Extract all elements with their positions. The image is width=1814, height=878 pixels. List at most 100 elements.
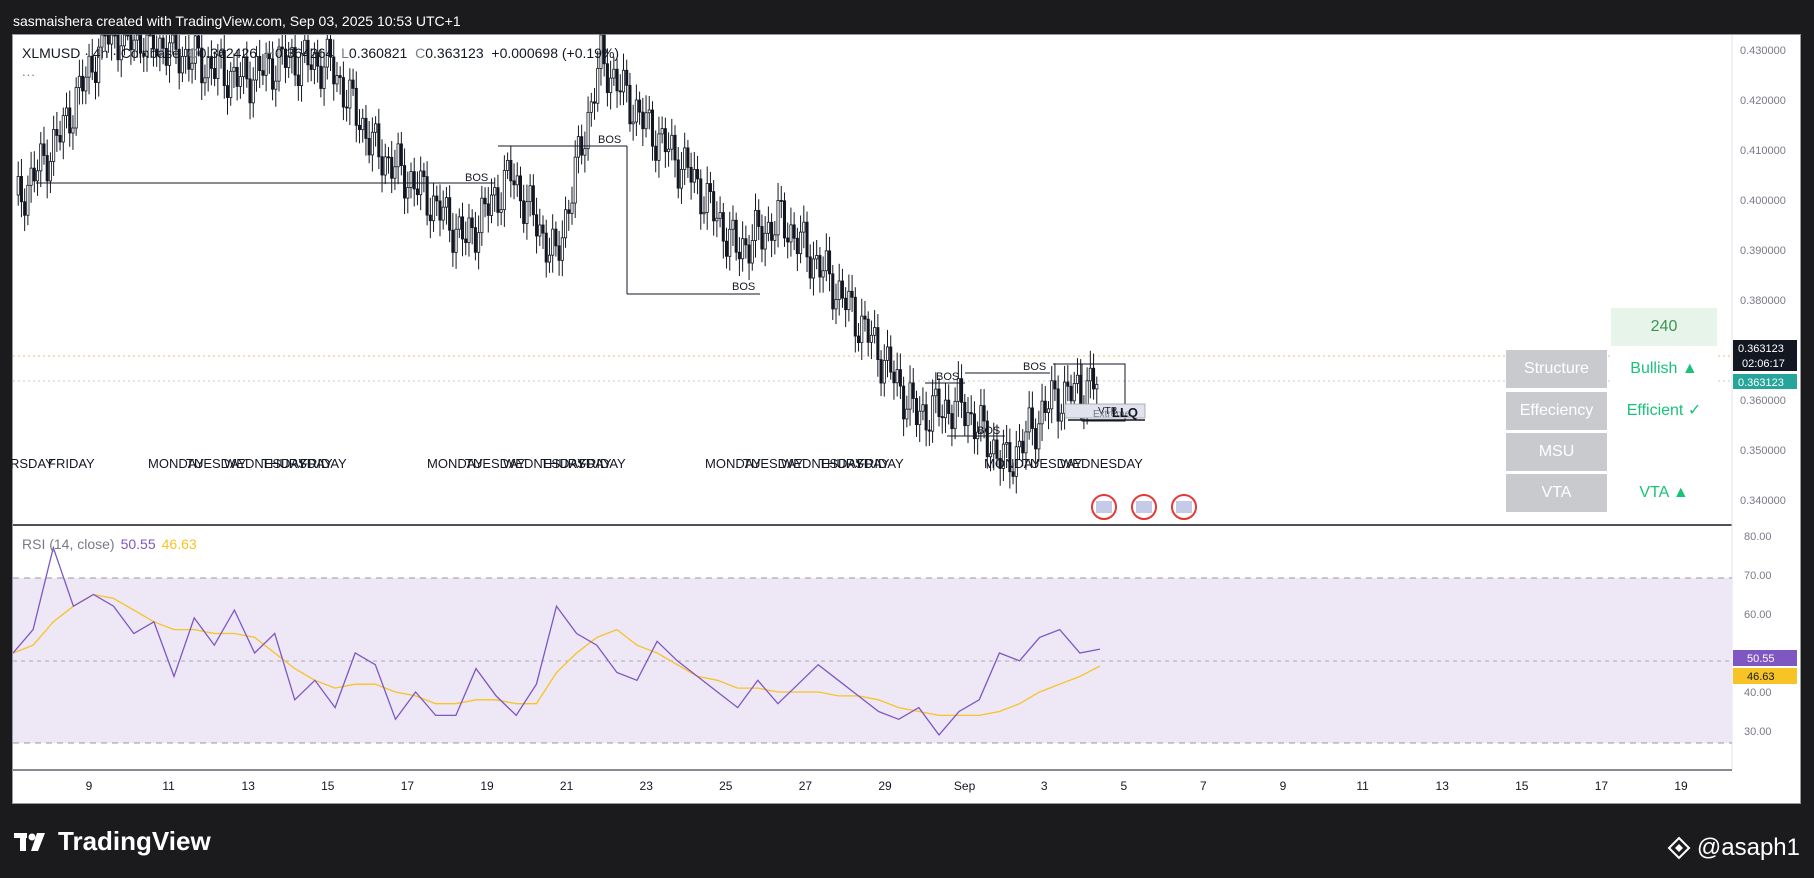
- candles-layer: [16, 33, 1099, 494]
- candle-body: [725, 240, 729, 257]
- vta-value: VTA ▲: [1611, 474, 1717, 512]
- candle-body: [64, 107, 69, 117]
- diamond-icon: [1667, 836, 1691, 860]
- weekday-label: WEDNESDAY: [224, 456, 307, 471]
- candle-body: [564, 209, 568, 239]
- candle-body: [357, 124, 362, 131]
- candle-body: [374, 123, 378, 133]
- countdown-badge: 02:06:17: [1742, 358, 1785, 370]
- time-tick-label: 15: [321, 779, 335, 793]
- llq-label: LLQ: [1112, 405, 1138, 420]
- candle-body: [277, 46, 281, 82]
- tradingview-logo[interactable]: TradingView: [14, 826, 211, 857]
- candle-body: [612, 68, 616, 79]
- candle-body: [840, 280, 844, 299]
- candle-body: [129, 34, 133, 51]
- candle-body: [245, 56, 249, 80]
- msu-label: MSU: [1506, 433, 1607, 471]
- candle-body: [184, 48, 188, 57]
- candle-body: [882, 359, 886, 384]
- candle-body: [699, 178, 703, 215]
- candle-body: [238, 76, 242, 87]
- candle-body: [399, 143, 403, 166]
- legend-more-button[interactable]: ...: [22, 64, 36, 79]
- candle-body: [196, 35, 201, 49]
- candle-body: [168, 42, 172, 66]
- candle-body: [87, 55, 91, 78]
- candle-body: [1056, 388, 1060, 422]
- time-tick-label: 19: [1674, 779, 1688, 793]
- candle-body: [873, 327, 877, 336]
- rsi-title[interactable]: RSI (14, close): [22, 536, 115, 552]
- price-tick-label: 0.400000: [1740, 195, 1786, 207]
- candle-body: [341, 77, 345, 108]
- candle-body: [960, 378, 964, 403]
- rsi-line: [12, 545, 1101, 736]
- weekday-label: WEDNESDAY: [503, 456, 586, 471]
- time-tick-label: 13: [242, 779, 256, 793]
- candle-body: [1075, 374, 1079, 384]
- candle-body: [863, 315, 867, 320]
- candle-body: [254, 56, 258, 81]
- candle-body: [989, 453, 993, 458]
- candle-body: [225, 85, 230, 98]
- candle-body: [351, 79, 355, 89]
- candle-body: [644, 112, 648, 130]
- rsi-legend[interactable]: RSI (14, close) 50.55 46.63: [22, 536, 197, 552]
- candle-body: [583, 148, 587, 156]
- bos-label: BOS: [598, 134, 621, 146]
- symbol-legend[interactable]: XLMUSD · 4h · Coinbase O0.362426 H0.3642…: [22, 45, 619, 61]
- candle-body: [16, 176, 20, 196]
- symbol-name[interactable]: XLMUSD · 4h · Coinbase: [22, 45, 180, 61]
- candle-body: [425, 176, 429, 216]
- candle-body: [535, 214, 539, 237]
- candle-body: [615, 68, 619, 92]
- price-tick-label: 0.410000: [1740, 145, 1786, 157]
- candle-body: [171, 34, 175, 44]
- candle-body: [647, 109, 651, 114]
- candle-body: [506, 159, 510, 171]
- candle-body: [898, 369, 902, 387]
- author-handle[interactable]: @asaph1: [1667, 834, 1800, 862]
- candle-body: [180, 55, 184, 74]
- candle-body: [869, 334, 873, 343]
- candle-body: [621, 69, 626, 93]
- time-tick-label: 3: [1041, 779, 1048, 793]
- candle-body: [667, 148, 671, 153]
- rsi-tick-label: 30.00: [1744, 726, 1772, 738]
- candle-body: [296, 74, 300, 87]
- candle-body: [686, 147, 690, 168]
- candle-body: [145, 34, 149, 57]
- candle-body: [963, 401, 967, 427]
- candle-body: [1063, 381, 1067, 414]
- candle-body: [309, 64, 313, 70]
- candle-body: [480, 197, 484, 234]
- candle-body: [541, 224, 545, 234]
- candle-body: [1072, 383, 1076, 402]
- candle-body: [531, 185, 535, 216]
- candle-body: [731, 219, 735, 230]
- candle-body: [805, 221, 809, 258]
- candle-body: [290, 47, 294, 57]
- weekday-label: TUESDAY: [1022, 456, 1083, 471]
- candle-body: [23, 201, 27, 216]
- candle-body: [557, 245, 561, 261]
- low-value: 0.360821: [348, 45, 408, 61]
- candle-body: [773, 234, 777, 241]
- candle-body: [251, 79, 255, 104]
- candle-body: [42, 143, 46, 156]
- candle-body: [122, 34, 126, 47]
- candle-body: [74, 87, 78, 129]
- candle-body: [316, 52, 320, 67]
- extreme-label: Extreme: [1093, 409, 1131, 420]
- rsi-tick-label: 40.00: [1744, 687, 1772, 699]
- candle-body: [982, 405, 986, 422]
- candle-body: [110, 34, 114, 45]
- candle-body: [409, 171, 413, 188]
- candle-body: [1027, 407, 1031, 433]
- candle-body: [271, 58, 275, 90]
- candle-body: [786, 237, 790, 243]
- candle-body: [544, 232, 548, 263]
- candle-body: [721, 212, 725, 242]
